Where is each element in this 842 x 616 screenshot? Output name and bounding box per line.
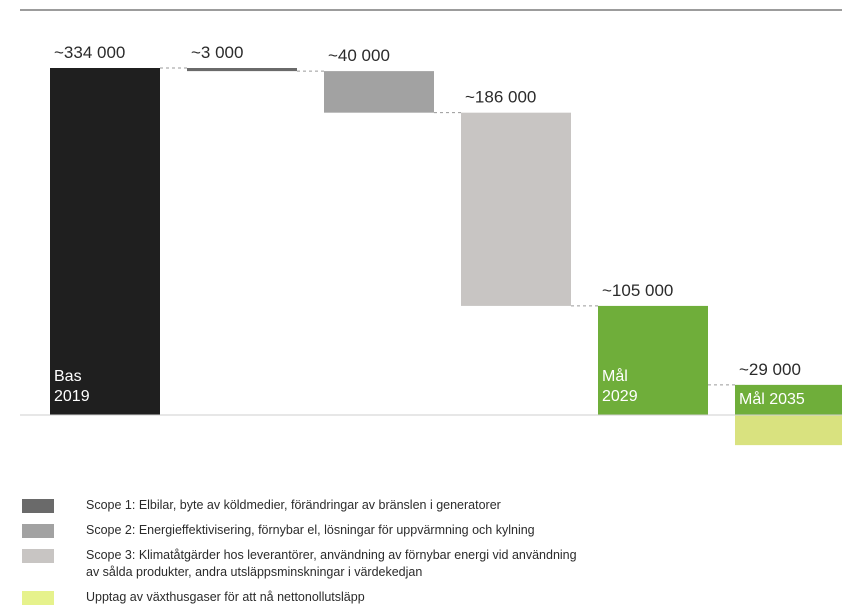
legend-item-scope3: Scope 3: Klimatåtgärder hos leverantörer… xyxy=(22,547,822,581)
bar-4-inside-label-1: 2029 xyxy=(602,388,638,405)
bar-4-inside-label-0: Mål xyxy=(602,367,628,385)
bar-0 xyxy=(50,68,160,415)
legend-text-removal: Upptag av växthusgaser för att nå netton… xyxy=(86,590,365,604)
bar-1 xyxy=(187,68,297,72)
bar-0-inside-label-0: Bas xyxy=(54,368,82,385)
legend-item-removal: Upptag av växthusgaser för att nå netton… xyxy=(22,589,822,606)
legend: Scope 1: Elbilar, byte av köldmedier, fö… xyxy=(22,497,822,614)
legend-text-scope1: Scope 1: Elbilar, byte av köldmedier, fö… xyxy=(86,498,501,512)
bar-2 xyxy=(324,71,434,113)
bar-5-removal xyxy=(735,415,842,446)
bar-5 xyxy=(735,384,842,415)
bar-4 xyxy=(598,305,708,415)
legend-swatch-scope2 xyxy=(22,524,54,538)
bar-4-value-label: ~105 000 xyxy=(602,281,673,300)
legend-text-scope2: Scope 2: Energieffektivisering, förnybar… xyxy=(86,523,535,537)
bar-1-value-label: ~3 000 xyxy=(191,43,243,62)
bar-0-value-label: ~334 000 xyxy=(54,43,125,62)
legend-item-scope2: Scope 2: Energieffektivisering, förnybar… xyxy=(22,522,822,539)
legend-swatch-scope1 xyxy=(22,499,54,513)
bar-5-value-label: ~29 000 xyxy=(739,360,801,379)
bar-5-inside-label-0: Mål 2035 xyxy=(739,390,805,408)
bar-3-value-label: ~186 000 xyxy=(465,88,536,107)
bar-2-value-label: ~40 000 xyxy=(328,46,390,65)
legend-swatch-removal xyxy=(22,591,54,605)
legend-swatch-scope3 xyxy=(22,549,54,563)
bar-3 xyxy=(461,112,571,306)
waterfall-chart: ~334 000 Bas 2019 ~3 000 ~40 000 ~186 000 ~105… xyxy=(20,9,842,446)
bar-0-inside-label-1: 2019 xyxy=(54,388,90,405)
legend-text-scope3: Scope 3: Klimatåtgärder hos leverantörer… xyxy=(86,548,577,579)
legend-item-scope1: Scope 1: Elbilar, byte av köldmedier, fö… xyxy=(22,497,822,514)
